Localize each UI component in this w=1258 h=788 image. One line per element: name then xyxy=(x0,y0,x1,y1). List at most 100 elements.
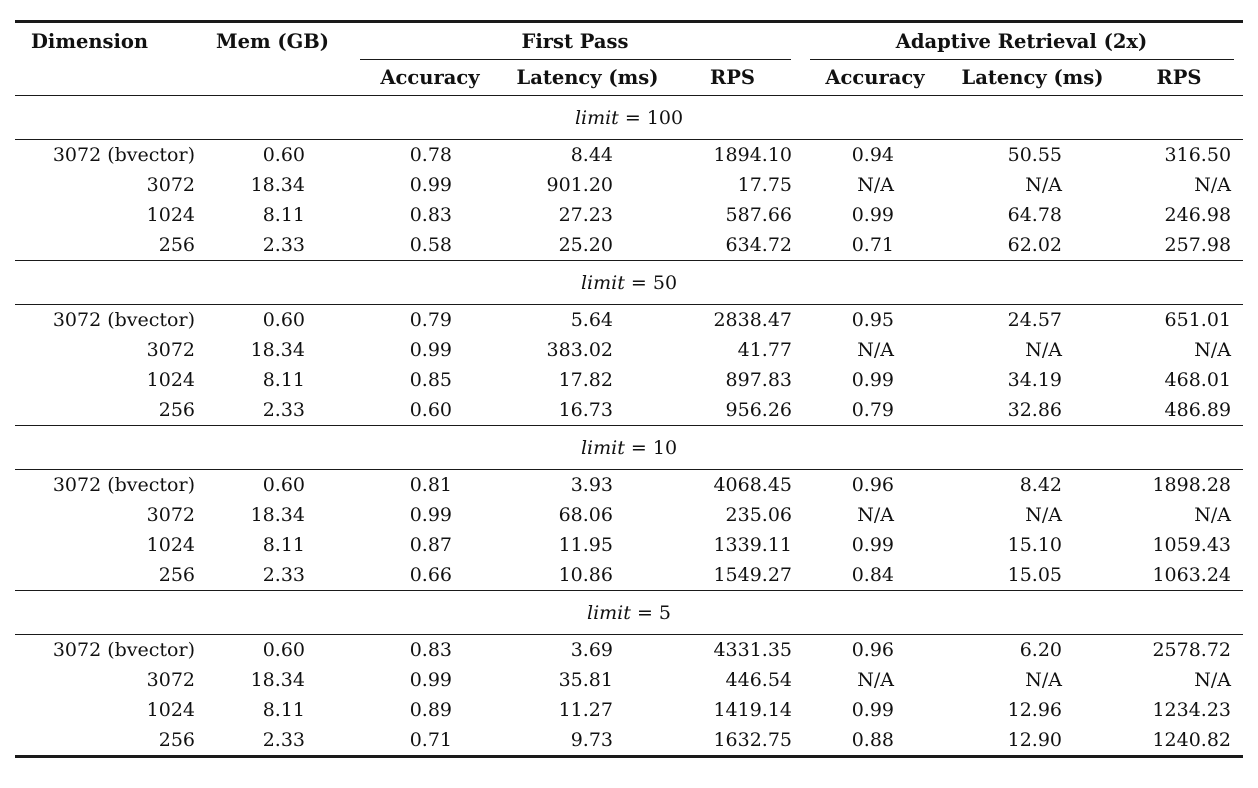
fp-accuracy-cell: 0.99 xyxy=(409,339,452,361)
limit-equals: = xyxy=(624,271,653,294)
ar-rps-cell: 1234.23 xyxy=(1152,699,1232,721)
col-header-fp-accuracy: Accuracy xyxy=(350,60,510,96)
table-row: 256 2.33 0.60 16.73 956.26 0.79 32.86 486.89 xyxy=(15,395,1244,426)
ar-rps-cell: N/A xyxy=(1194,669,1232,691)
mem-cell: 0.60 xyxy=(262,639,305,661)
dimension-cell: 256 xyxy=(15,725,195,758)
ar-latency-cell: 15.05 xyxy=(950,560,1116,591)
fp-latency-cell: 3.93 xyxy=(570,474,613,496)
mem-cell: 18.34 xyxy=(250,174,305,196)
ar-latency-cell: 34.19 xyxy=(1007,369,1063,391)
fp-accuracy-cell: 0.78 xyxy=(409,144,452,166)
ar-latency-cell: 62.02 xyxy=(950,230,1116,261)
ar-accuracy-cell: 0.99 xyxy=(851,534,895,556)
fp-latency-cell: 27.23 xyxy=(558,204,613,226)
fp-accuracy-cell: 0.79 xyxy=(409,309,452,331)
dimension-cell: 256 xyxy=(15,395,195,426)
fp-accuracy-cell: 0.89 xyxy=(409,699,452,721)
ar-rps-cell: 468.01 xyxy=(1164,369,1232,391)
ar-accuracy-cell: 0.88 xyxy=(800,725,951,758)
dimension-cell: 1024 xyxy=(146,534,195,556)
limit-equals: = xyxy=(624,436,653,459)
ar-rps-cell: 246.98 xyxy=(1164,204,1232,226)
mem-cell: 18.34 xyxy=(250,669,305,691)
table-row: 1024 8.11 0.85 17.82 897.83 0.99 34.19 468.01 xyxy=(15,365,1243,395)
fp-accuracy-cell: 0.99 xyxy=(409,669,452,691)
ar-accuracy-cell: 0.99 xyxy=(851,699,895,721)
limit-equals: = xyxy=(630,601,659,624)
fp-rps-cell: 446.54 xyxy=(725,669,793,691)
table-row: 256 2.33 0.71 9.73 1632.75 0.88 12.90 1240.82 xyxy=(15,725,1244,758)
ar-rps-cell: 486.89 xyxy=(1115,395,1244,426)
table-row: 3072 18.34 0.99 901.20 17.75 N/A N/A N/A xyxy=(15,170,1243,200)
limit-value: 5 xyxy=(658,601,671,624)
dimension-cell: 3072 (bvector) xyxy=(52,144,195,166)
table-row: 3072 18.34 0.99 383.02 41.77 N/A N/A N/A xyxy=(15,335,1243,365)
mem-cell: 8.11 xyxy=(262,534,305,556)
col-header-ar-latency: Latency (ms) xyxy=(950,60,1116,96)
mem-cell: 0.60 xyxy=(262,144,305,166)
fp-latency-cell: 25.20 xyxy=(510,230,665,261)
section-limit-100: limit = 100 xyxy=(15,95,1244,140)
limit-variable: limit xyxy=(574,106,619,129)
ar-accuracy-cell: 0.96 xyxy=(851,639,895,661)
table-row: 1024 8.11 0.89 11.27 1419.14 0.99 12.96 1234.23 xyxy=(15,695,1243,725)
table-row: 256 2.33 0.58 25.20 634.72 0.71 62.02 257.98 xyxy=(15,230,1244,261)
table-row: 3072 (bvector) 0.60 0.79 5.64 2838.47 0.95 24.… xyxy=(15,305,1243,336)
fp-latency-cell: 901.20 xyxy=(546,174,613,196)
section-limit-50: limit = 50 xyxy=(15,260,1244,305)
fp-rps-cell: 4331.35 xyxy=(713,639,793,661)
fp-latency-cell: 9.73 xyxy=(510,725,665,758)
fp-accuracy-cell: 0.66 xyxy=(350,560,510,591)
limit-variable: limit xyxy=(580,271,625,294)
ar-accuracy-cell: 0.99 xyxy=(851,369,895,391)
ar-latency-cell: 8.42 xyxy=(1019,474,1063,496)
mem-cell: 18.34 xyxy=(250,504,305,526)
col-header-fp-latency: Latency (ms) xyxy=(510,60,665,96)
fp-rps-cell: 1632.75 xyxy=(665,725,801,758)
dimension-cell: 3072 xyxy=(146,174,195,196)
section-limit-label: limit = 100 xyxy=(15,95,1244,140)
fp-rps-cell: 897.83 xyxy=(725,369,793,391)
fp-accuracy-cell: 0.83 xyxy=(409,204,452,226)
mem-cell: 0.60 xyxy=(262,309,305,331)
section-limit-label: limit = 10 xyxy=(15,425,1244,470)
ar-latency-cell: N/A xyxy=(1025,504,1063,526)
fp-rps-cell: 587.66 xyxy=(725,204,793,226)
ar-latency-cell: 64.78 xyxy=(1007,204,1063,226)
table-row: 3072 (bvector) 0.60 0.78 8.44 1894.10 0.94 50.… xyxy=(15,140,1243,171)
col-header-ar-accuracy: Accuracy xyxy=(800,60,951,96)
limit-variable: limit xyxy=(587,601,631,624)
ar-latency-cell: 32.86 xyxy=(950,395,1116,426)
ar-accuracy-cell: 0.94 xyxy=(851,144,895,166)
limit-value: 10 xyxy=(652,436,678,459)
limit-equals: = xyxy=(618,106,647,129)
limit-value: 100 xyxy=(646,106,684,129)
mem-cell: 8.11 xyxy=(262,699,305,721)
fp-latency-cell: 10.86 xyxy=(510,560,665,591)
fp-rps-cell: 634.72 xyxy=(665,230,801,261)
fp-accuracy-cell: 0.99 xyxy=(409,174,452,196)
ar-rps-cell: 2578.72 xyxy=(1152,639,1232,661)
fp-accuracy-cell: 0.71 xyxy=(350,725,510,758)
col-header-spacer xyxy=(15,60,195,96)
col-group-adaptive-retrieval: Adaptive Retrieval (2x) xyxy=(800,20,1244,60)
fp-rps-cell: 2838.47 xyxy=(713,309,793,331)
ar-latency-cell: 6.20 xyxy=(1019,639,1063,661)
benchmark-results-table: Dimension Mem (GB) First Pass Adaptive R… xyxy=(15,20,1244,758)
fp-rps-cell: 235.06 xyxy=(725,504,793,526)
col-header-mem-gb: Mem (GB) xyxy=(195,20,350,60)
fp-accuracy-cell: 0.85 xyxy=(409,369,452,391)
ar-latency-cell: 12.96 xyxy=(1007,699,1063,721)
dimension-cell: 1024 xyxy=(146,369,195,391)
fp-latency-cell: 11.27 xyxy=(558,699,613,721)
fp-accuracy-cell: 0.87 xyxy=(409,534,452,556)
ar-accuracy-cell: N/A xyxy=(857,669,895,691)
ar-rps-cell: 1059.43 xyxy=(1152,534,1232,556)
ar-rps-cell: 651.01 xyxy=(1164,309,1232,331)
mem-cell: 2.33 xyxy=(195,230,350,261)
table-row: 256 2.33 0.66 10.86 1549.27 0.84 15.05 1063.24 xyxy=(15,560,1244,591)
col-header-fp-rps: RPS xyxy=(665,60,801,96)
fp-rps-cell: 956.26 xyxy=(665,395,801,426)
